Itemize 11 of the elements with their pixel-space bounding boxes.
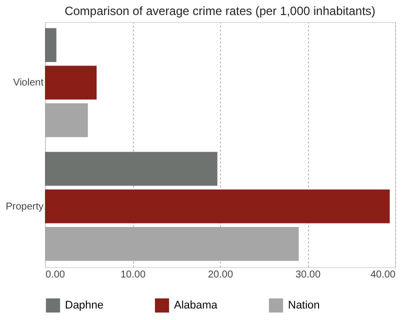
x-tick-label: 20.00 xyxy=(208,270,234,280)
legend-label: Alabama xyxy=(174,299,218,312)
legend-label: Daphne xyxy=(65,299,104,312)
y-tick-label: Violent xyxy=(13,78,44,89)
x-tick-label: 40.00 xyxy=(370,270,396,280)
x-tick-label: 10.00 xyxy=(120,270,146,280)
chart-title: Comparison of average crime rates (per 1,000 inhabitants) xyxy=(64,4,376,18)
y-tick-label: Property xyxy=(6,201,44,212)
legend-label: Nation xyxy=(288,299,320,312)
x-tick-label: 0.00 xyxy=(46,270,66,280)
x-tick-label: 30.00 xyxy=(295,270,321,280)
